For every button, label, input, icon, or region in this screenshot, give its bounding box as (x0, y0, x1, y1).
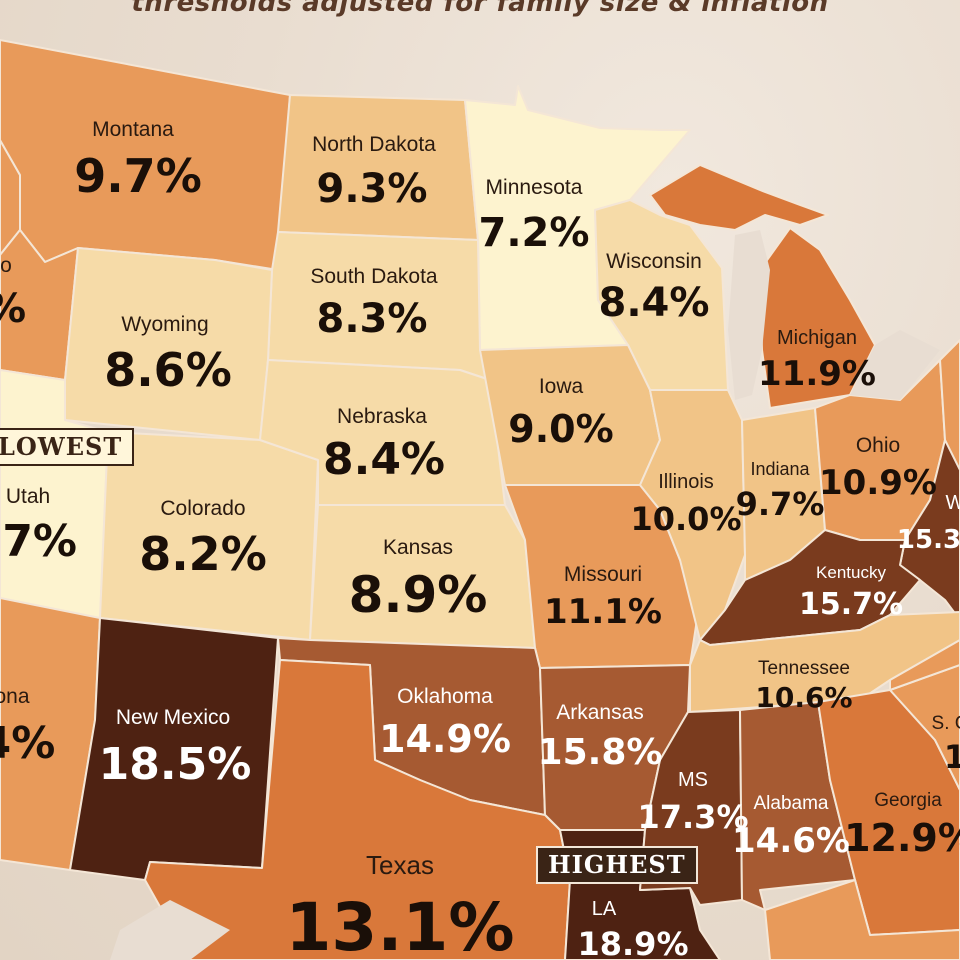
map-subtitle: thresholds adjusted for family size & in… (131, 0, 829, 18)
label-nebraska-value: 8.4% (323, 434, 445, 485)
state-north-carolina-edge (889, 639, 960, 691)
label-georgia-value: 12.9% (844, 816, 960, 860)
label-indiana-name: Indiana (750, 459, 810, 479)
label-iowa-value: 9.0% (508, 407, 613, 451)
label-montana-value: 9.7% (74, 149, 202, 203)
label-kansas-name: Kansas (383, 536, 453, 559)
highest-badge: HIGHEST (536, 846, 698, 884)
label-texas-value: 13.1% (286, 889, 515, 960)
label-ohio-name: Ohio (856, 434, 900, 457)
label-utah-name: Utah (6, 485, 50, 508)
label-montana-name: Montana (92, 118, 174, 141)
label-colorado-name: Colorado (160, 497, 245, 520)
lake-erie-huron (850, 330, 940, 400)
label-louisiana-value: 18.9% (577, 925, 688, 960)
label-mississippi-value: 17.3% (637, 798, 748, 836)
label-south-dakota-name: South Dakota (310, 265, 438, 288)
state-michigan-upper (649, 164, 829, 231)
label-minnesota-value: 7.2% (479, 210, 590, 256)
label-alabama-name: Alabama (754, 793, 829, 814)
label-new-mexico-value: 18.5% (99, 739, 252, 790)
label-west-virginia-value: 15.3% (897, 525, 960, 555)
label-north-dakota-name: North Dakota (312, 133, 436, 156)
label-nebraska-name: Nebraska (337, 405, 427, 428)
label-michigan-name: Michigan (777, 327, 857, 349)
label-arizona-name: ona (0, 685, 30, 708)
label-louisiana-name: LA (592, 898, 617, 920)
label-michigan-value: 11.9% (758, 354, 876, 394)
gulf-water (110, 900, 230, 960)
label-wisconsin-name: Wisconsin (606, 250, 702, 273)
state-florida-edge (764, 879, 960, 960)
state-wisconsin (594, 199, 729, 391)
label-north-dakota-value: 9.3% (317, 166, 428, 212)
label-alabama-value: 14.6% (732, 821, 850, 861)
label-utah-value: 6.7% (0, 516, 77, 567)
lake-michigan (728, 230, 770, 400)
label-wyoming-value: 8.6% (104, 343, 232, 397)
label-south-carolina-name: S. C (932, 713, 960, 734)
label-arkansas-value: 15.8% (538, 732, 663, 773)
lowest-badge: LOWEST (0, 428, 135, 466)
label-missouri-name: Missouri (564, 563, 642, 586)
label-minnesota-name: Minnesota (486, 176, 583, 199)
label-ohio-value: 10.9% (819, 463, 937, 503)
label-tennessee-name: Tennessee (758, 658, 850, 679)
label-texas-name: Texas (366, 850, 434, 880)
state-colorado (99, 431, 319, 641)
label-illinois-name: Illinois (658, 471, 714, 493)
label-colorado-value: 8.2% (139, 527, 267, 581)
label-iowa-name: Iowa (539, 375, 584, 398)
label-oklahoma-value: 14.9% (379, 717, 511, 761)
label-idaho-name: o (0, 254, 12, 277)
label-south-carolina-value: 1 (944, 738, 960, 776)
label-arizona-value: 4% (0, 718, 55, 769)
label-kansas-value: 8.9% (349, 566, 488, 624)
label-arkansas-name: Arkansas (556, 701, 644, 724)
label-tennessee-value: 10.6% (755, 681, 852, 714)
label-idaho-value: % (0, 286, 26, 332)
label-georgia-name: Georgia (874, 790, 942, 811)
label-wisconsin-value: 8.4% (599, 280, 710, 326)
state-tennessee (689, 611, 960, 713)
label-wyoming-name: Wyoming (121, 313, 208, 336)
label-missouri-value: 11.1% (544, 592, 662, 632)
label-illinois-value: 10.0% (630, 500, 741, 538)
label-indiana-value: 9.7% (736, 485, 825, 523)
state-labels: Montana 9.7% North Dakota 9.3% Minnesota… (0, 118, 960, 960)
label-kentucky-value: 15.7% (799, 587, 903, 622)
label-west-virginia-name: W (946, 492, 960, 514)
label-south-dakota-value: 8.3% (317, 296, 428, 342)
label-kentucky-name: Kentucky (816, 563, 886, 582)
label-mississippi-name: MS (678, 769, 708, 791)
label-oklahoma-name: Oklahoma (397, 685, 493, 708)
label-new-mexico-name: New Mexico (116, 706, 230, 729)
